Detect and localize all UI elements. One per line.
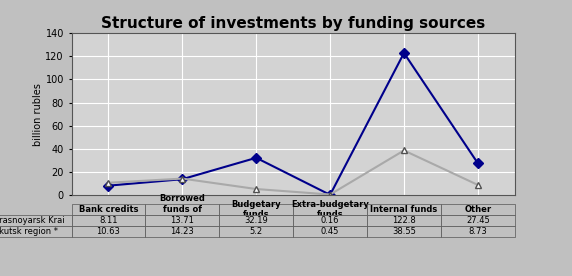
Y-axis label: billion rubles: billion rubles (33, 83, 42, 145)
Title: Structure of investments by funding sources: Structure of investments by funding sour… (101, 15, 485, 31)
